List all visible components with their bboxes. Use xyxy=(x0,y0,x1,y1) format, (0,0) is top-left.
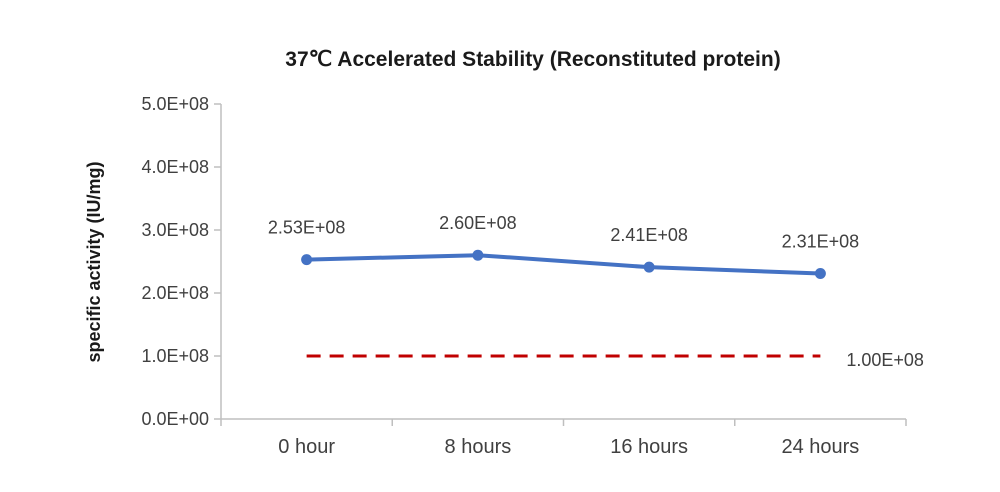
reference-data-label: 1.00E+08 xyxy=(846,350,924,370)
activity-point xyxy=(301,254,313,266)
y-tick-label: 3.0E+08 xyxy=(141,220,209,240)
chart-title: 37℃ Accelerated Stability (Reconstituted… xyxy=(285,48,780,71)
y-tick-label: 4.0E+08 xyxy=(141,157,209,177)
y-tick-label: 1.0E+08 xyxy=(141,346,209,366)
x-tick-label: 0 hour xyxy=(278,436,335,458)
activity-point xyxy=(814,267,826,279)
activity-series-line xyxy=(306,253,821,276)
y-tick-label: 5.0E+08 xyxy=(141,94,209,114)
activity-data-label: 2.53E+08 xyxy=(268,218,346,238)
axes: 0.0E+00 1.0E+08 2.0E+08 3.0E+08 4.0E+08 5.0E+… xyxy=(141,94,907,458)
y-axis-label: specific activity (IU/mg) xyxy=(84,161,104,362)
activity-point xyxy=(643,261,655,273)
y-tick-label: 0.0E+00 xyxy=(141,409,209,429)
activity-point xyxy=(472,249,484,261)
y-tick-label: 2.0E+08 xyxy=(141,283,209,303)
activity-data-label: 2.60E+08 xyxy=(439,213,517,233)
x-tick-label: 24 hours xyxy=(781,436,859,458)
x-tick-label: 16 hours xyxy=(610,436,688,458)
activity-data-label: 2.41E+08 xyxy=(610,225,688,245)
x-tick-label: 8 hours xyxy=(445,436,512,458)
plot-area: 2.53E+08 2.60E+08 2.41E+08 2.31E+08 1.00E+08 xyxy=(268,213,924,370)
activity-data-label: 2.31E+08 xyxy=(782,231,860,251)
